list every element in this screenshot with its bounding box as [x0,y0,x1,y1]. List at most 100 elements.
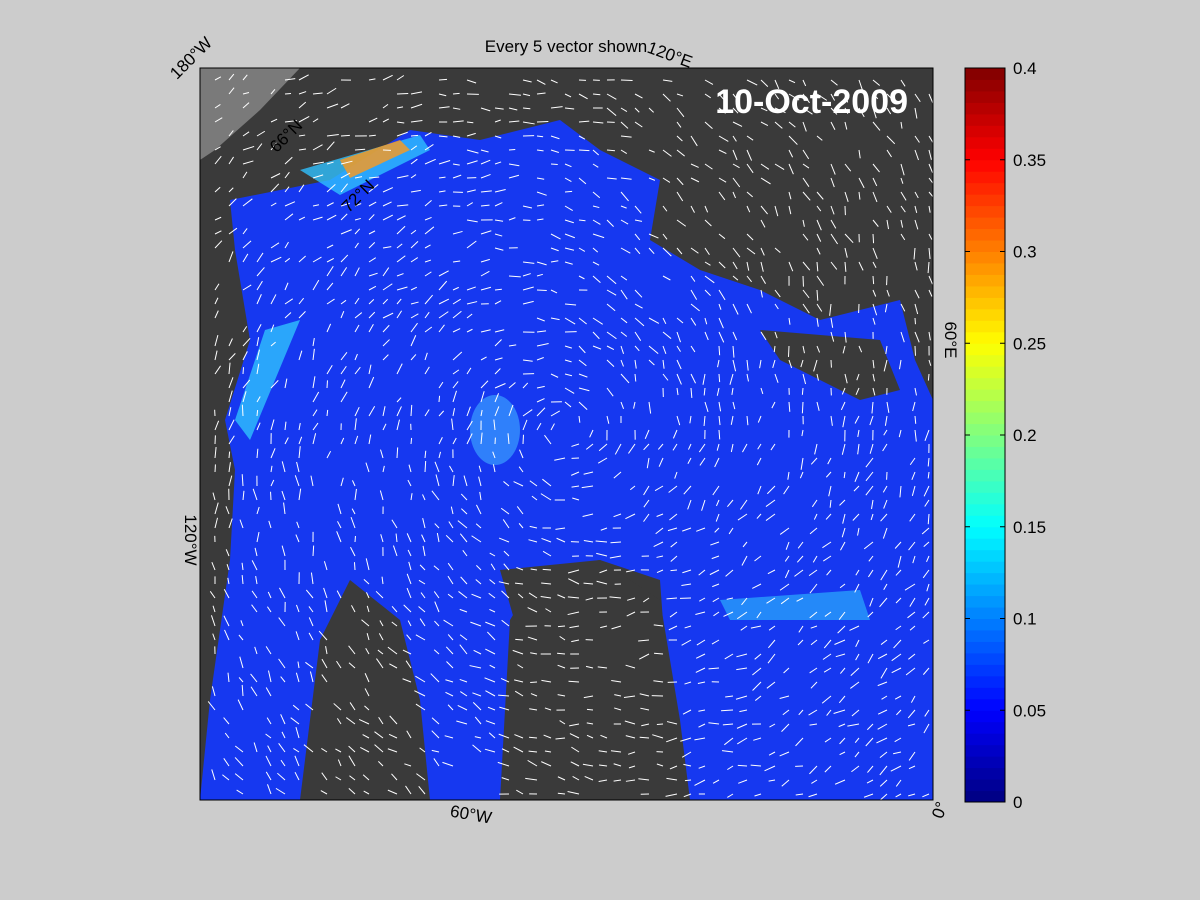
vector [585,597,594,601]
vector [321,748,328,753]
vector [308,606,314,613]
vector [326,202,334,207]
vector [736,723,748,729]
vector [494,161,502,165]
vector [923,723,930,734]
vector [585,443,594,450]
vector [851,709,860,717]
vector [480,380,489,389]
vector [459,644,468,655]
vector [855,653,860,661]
vector [928,149,932,160]
vector [410,493,413,501]
vector [522,286,534,291]
vector [578,135,586,140]
vector [655,527,664,535]
vector [662,93,671,102]
vector [438,280,448,291]
vector [368,117,378,123]
vector [690,289,698,300]
vector [634,219,643,222]
vector [914,93,921,103]
vector [211,562,216,571]
vector [447,704,454,711]
vector [830,79,838,86]
vector [550,106,563,109]
vector [242,391,247,403]
vector [255,575,258,585]
vector [494,339,502,347]
vector [662,149,672,157]
vector [312,216,323,221]
vector [378,716,384,725]
vector [485,690,496,697]
vector [267,745,272,753]
vector [922,569,930,579]
vector [606,387,614,397]
vector [340,477,344,487]
vector [528,539,538,543]
vector [830,205,835,215]
vector [927,457,930,467]
vector [424,409,430,417]
vector [899,485,902,498]
vector [923,541,930,547]
vector [690,387,693,398]
vector [924,597,930,606]
vector [312,144,323,151]
vector [581,485,594,489]
vector [783,667,790,674]
vector [228,518,233,529]
vector [268,670,272,683]
vector [662,359,665,369]
vector [634,345,640,352]
vector [513,481,524,487]
vector [835,653,846,658]
vector [354,418,357,431]
colorbar-step [965,641,1005,654]
vector [829,303,832,316]
vector [907,723,916,727]
vector [754,555,762,562]
vector [780,597,790,605]
vector [578,247,586,252]
vector [662,177,671,183]
vector [821,695,832,704]
vector [336,531,342,543]
vector [788,401,791,412]
vector [438,311,449,319]
vector [348,745,356,753]
vector [431,749,440,753]
vector [732,107,739,114]
vector [536,385,545,389]
vector [405,660,412,669]
vector [746,275,752,283]
vector [899,359,902,370]
vector [214,240,223,249]
vector [212,492,216,501]
vector [583,471,594,475]
vector [452,475,455,487]
vector [858,191,861,200]
vector [228,156,235,165]
vector [669,513,678,521]
vector [557,664,566,669]
vector [609,555,622,559]
vector [318,630,328,641]
vector [886,401,890,413]
vector [536,273,543,277]
vector [354,148,366,151]
vector [298,91,307,95]
vector [592,275,601,283]
vector [801,429,804,437]
vector [893,639,902,649]
colorbar-step [965,435,1005,447]
vector [536,135,544,138]
colorbar-step [965,159,1005,172]
vector [927,373,930,381]
vector [928,135,933,144]
vector [746,135,754,141]
vector [242,240,252,249]
vector [564,93,572,98]
